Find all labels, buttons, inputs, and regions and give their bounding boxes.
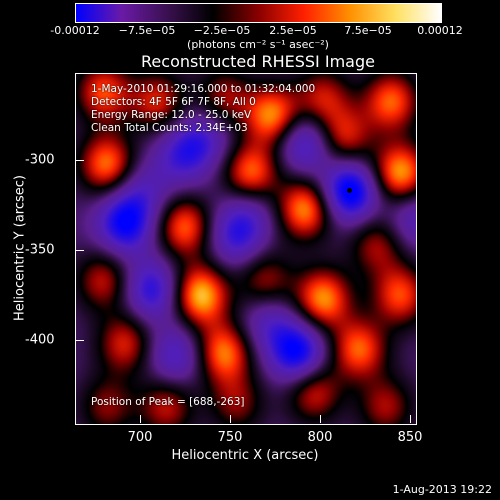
plot-area: 1-May-2010 01:29:16.000 to 01:32:04.000 … bbox=[75, 73, 417, 425]
colorbar-tick-label: 0.00012 bbox=[417, 24, 463, 37]
y-tick-label: -300 bbox=[25, 152, 55, 168]
x-tick-mark bbox=[230, 415, 231, 423]
y-tick-mark bbox=[76, 340, 84, 341]
y-tick-label: -350 bbox=[25, 242, 55, 258]
y-axis-label: Heliocentric Y (arcsec) bbox=[12, 175, 28, 321]
x-tick-label: 850 bbox=[397, 430, 423, 445]
timestamp-footer: 1-Aug-2013 19:22 bbox=[392, 483, 492, 496]
annotation-time-range: 1-May-2010 01:29:16.000 to 01:32:04.000 bbox=[91, 83, 316, 95]
colorbar bbox=[75, 3, 442, 23]
x-tick-label: 800 bbox=[307, 430, 333, 445]
annotation-energy-range: Energy Range: 12.0 - 25.0 keV bbox=[91, 109, 252, 121]
annotation-clean-counts: Clean Total Counts: 2.34E+03 bbox=[91, 122, 248, 134]
x-tick-label: 750 bbox=[217, 430, 243, 445]
annotation-peak-position: Position of Peak = [688,-263] bbox=[91, 396, 245, 408]
colorbar-tick-label: -0.00012 bbox=[50, 24, 100, 37]
heatmap-image bbox=[76, 74, 416, 424]
x-tick-mark bbox=[320, 415, 321, 423]
x-tick-mark bbox=[410, 415, 411, 423]
colorbar-tick-label: −7.5e−05 bbox=[118, 24, 176, 37]
colorbar-tick-label: 7.5e−05 bbox=[344, 24, 392, 37]
x-tick-label: 700 bbox=[127, 430, 153, 445]
colorbar-tick-label: −2.5e−05 bbox=[193, 24, 251, 37]
x-tick-mark bbox=[140, 415, 141, 423]
chart-title: Reconstructed RHESSI Image bbox=[141, 52, 375, 71]
y-tick-label: -400 bbox=[25, 332, 55, 348]
y-tick-mark bbox=[76, 250, 84, 251]
annotation-detectors: Detectors: 4F 5F 6F 7F 8F, All 0 bbox=[91, 96, 256, 108]
colorbar-units-label: (photons cm⁻² s⁻¹ asec⁻²) bbox=[187, 38, 329, 51]
colorbar-tick-label: 2.5e−05 bbox=[269, 24, 317, 37]
y-tick-mark bbox=[76, 160, 84, 161]
x-axis-label: Heliocentric X (arcsec) bbox=[171, 448, 319, 463]
peak-marker bbox=[346, 188, 352, 194]
